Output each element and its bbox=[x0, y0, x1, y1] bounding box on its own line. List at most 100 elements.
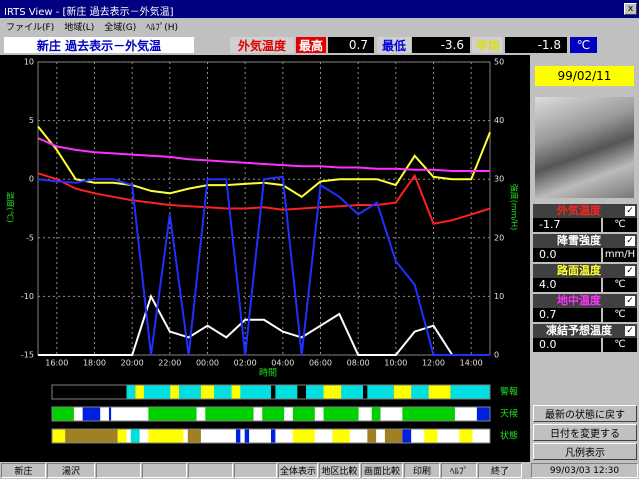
x-tick-label: 06:00 bbox=[309, 359, 332, 368]
taskbar-cell[interactable]: 新庄 bbox=[1, 463, 46, 478]
menu-bar: ファイル(F) 地域(L) 全域(G) ﾍﾙﾌﾟ(H) bbox=[0, 18, 639, 34]
strip-segment bbox=[459, 429, 472, 443]
button[interactable]: 日付を変更する bbox=[533, 424, 637, 441]
y-tick-label: 10 bbox=[24, 58, 34, 67]
x-tick-label: 14:00 bbox=[460, 359, 483, 368]
reading-label: 路面温度 bbox=[533, 264, 637, 278]
taskbar-cell bbox=[188, 463, 233, 478]
menu-item[interactable]: ファイル(F) bbox=[6, 20, 54, 32]
strip-segment bbox=[293, 429, 315, 443]
taskbar: 新庄 湯沢 全体表示 地区比較 画面比較 印刷 ﾍﾙﾌﾟ 終了 99/03/03… bbox=[0, 462, 639, 479]
y2-tick-label: 30 bbox=[494, 175, 504, 184]
taskbar-cell bbox=[96, 463, 141, 478]
strip-segment bbox=[236, 429, 240, 443]
avg-value: -1.8 bbox=[505, 37, 567, 53]
window-title: IRTS View - [新庄 過去表示－外気温] bbox=[4, 7, 173, 18]
strip-segment bbox=[188, 429, 201, 443]
reading-label: 外気温度 bbox=[533, 204, 637, 218]
reading-unit: ℃ bbox=[603, 338, 637, 352]
taskbar-cell[interactable]: 画面比較 bbox=[361, 463, 403, 478]
strip-segment bbox=[52, 407, 74, 421]
reading-value: 0.0 bbox=[533, 248, 601, 262]
taskbar-cell[interactable]: 地区比較 bbox=[319, 463, 360, 478]
y2-tick-label: 40 bbox=[494, 116, 504, 125]
taskbar-cell[interactable]: 湯沢 bbox=[47, 463, 95, 478]
y-tick-label: -10 bbox=[21, 292, 34, 301]
title-bar: IRTS View - [新庄 過去表示－外気温] bbox=[0, 0, 639, 18]
close-button[interactable]: x bbox=[624, 3, 637, 15]
y-tick-label: -15 bbox=[21, 351, 34, 360]
taskbar-cell bbox=[234, 463, 277, 478]
strip-segment bbox=[109, 407, 111, 421]
x-tick-label: 12:00 bbox=[422, 359, 445, 368]
y-tick-label: 5 bbox=[29, 116, 34, 125]
strip-segment bbox=[385, 429, 403, 443]
x-tick-label: 22:00 bbox=[158, 359, 181, 368]
reading-unit: ℃ bbox=[603, 308, 637, 322]
strip-segment bbox=[477, 407, 490, 421]
strip-segment bbox=[201, 385, 214, 399]
page: IRTS View - [新庄 過去表示－外気温] x ファイル(F) 地域(L)… bbox=[0, 0, 639, 479]
strip-label: 状態 bbox=[500, 430, 518, 442]
menu-item[interactable]: 地域(L) bbox=[64, 20, 94, 32]
strip-segment bbox=[52, 429, 65, 443]
strip-segment bbox=[324, 385, 342, 399]
clock: 99/03/03 12:30 bbox=[531, 463, 638, 478]
x-tick-label: 02:00 bbox=[234, 359, 257, 368]
strip-segment bbox=[363, 385, 367, 399]
strip-segment bbox=[451, 385, 490, 399]
strip-segment bbox=[131, 429, 140, 443]
x-tick-label: 18:00 bbox=[83, 359, 106, 368]
reading-value: -1.7 bbox=[533, 218, 601, 232]
strip-segment bbox=[297, 385, 306, 399]
menu-item[interactable]: ﾍﾙﾌﾟ(H) bbox=[146, 20, 178, 32]
item-label: 外気温度 bbox=[230, 37, 294, 53]
y2-tick-label: 10 bbox=[494, 292, 504, 301]
strip-segment bbox=[170, 385, 179, 399]
checkbox[interactable]: ✓ bbox=[625, 296, 635, 306]
x-tick-label: 04:00 bbox=[271, 359, 294, 368]
menu-item[interactable]: 全域(G) bbox=[104, 20, 136, 32]
min-label: 最低 bbox=[377, 37, 411, 53]
y2-tick-label: 20 bbox=[494, 233, 504, 242]
taskbar-cell[interactable]: 全体表示 bbox=[278, 463, 318, 478]
strip-segment bbox=[148, 407, 196, 421]
strip-segment bbox=[271, 429, 275, 443]
unit-label: ℃ bbox=[570, 37, 597, 53]
reading-label: 地中温度 bbox=[533, 294, 637, 308]
date-display: 99/02/11 bbox=[535, 66, 634, 86]
button[interactable]: 凡例表示 bbox=[533, 443, 637, 460]
checkbox[interactable]: ✓ bbox=[625, 326, 635, 336]
reading-value: 0.0 bbox=[533, 338, 601, 352]
x-tick-label: 16:00 bbox=[45, 359, 68, 368]
strip-label: 警報 bbox=[500, 386, 518, 398]
taskbar-cell[interactable]: ﾍﾙﾌﾟ bbox=[441, 463, 477, 478]
strip-segment bbox=[293, 407, 315, 421]
taskbar-cell[interactable]: 印刷 bbox=[404, 463, 440, 478]
taskbar-cell[interactable]: 終了 bbox=[478, 463, 522, 478]
button[interactable]: 最新の状態に戻す bbox=[533, 405, 637, 422]
strip-segment bbox=[126, 385, 135, 399]
checkbox[interactable]: ✓ bbox=[625, 266, 635, 276]
strip-segment bbox=[367, 429, 376, 443]
reading-label: 降雪強度 bbox=[533, 234, 637, 248]
checkbox[interactable]: ✓ bbox=[625, 236, 635, 246]
strip-segment bbox=[232, 385, 241, 399]
checkbox[interactable]: ✓ bbox=[625, 206, 635, 216]
reading-value: 0.7 bbox=[533, 308, 601, 322]
reading-unit: ℃ bbox=[603, 278, 637, 292]
y-tick-label: 0 bbox=[29, 175, 34, 184]
x-tick-label: 20:00 bbox=[121, 359, 144, 368]
y-tick-label: -5 bbox=[26, 233, 34, 242]
strip-segment bbox=[402, 407, 455, 421]
strip-segment bbox=[372, 407, 381, 421]
reading-unit: ℃ bbox=[603, 218, 637, 232]
strip-segment bbox=[118, 429, 127, 443]
chart-background bbox=[0, 55, 530, 462]
strip-label: 天候 bbox=[500, 408, 518, 420]
y2-tick-label: 0 bbox=[494, 351, 499, 360]
strip-segment bbox=[324, 407, 359, 421]
strip-segment bbox=[424, 429, 437, 443]
min-value: -3.6 bbox=[412, 37, 470, 53]
header-bar: 新庄 過去表示－外気温 外気温度 最高 0.7 最低 -3.6 平均 -1.8 … bbox=[0, 34, 639, 55]
